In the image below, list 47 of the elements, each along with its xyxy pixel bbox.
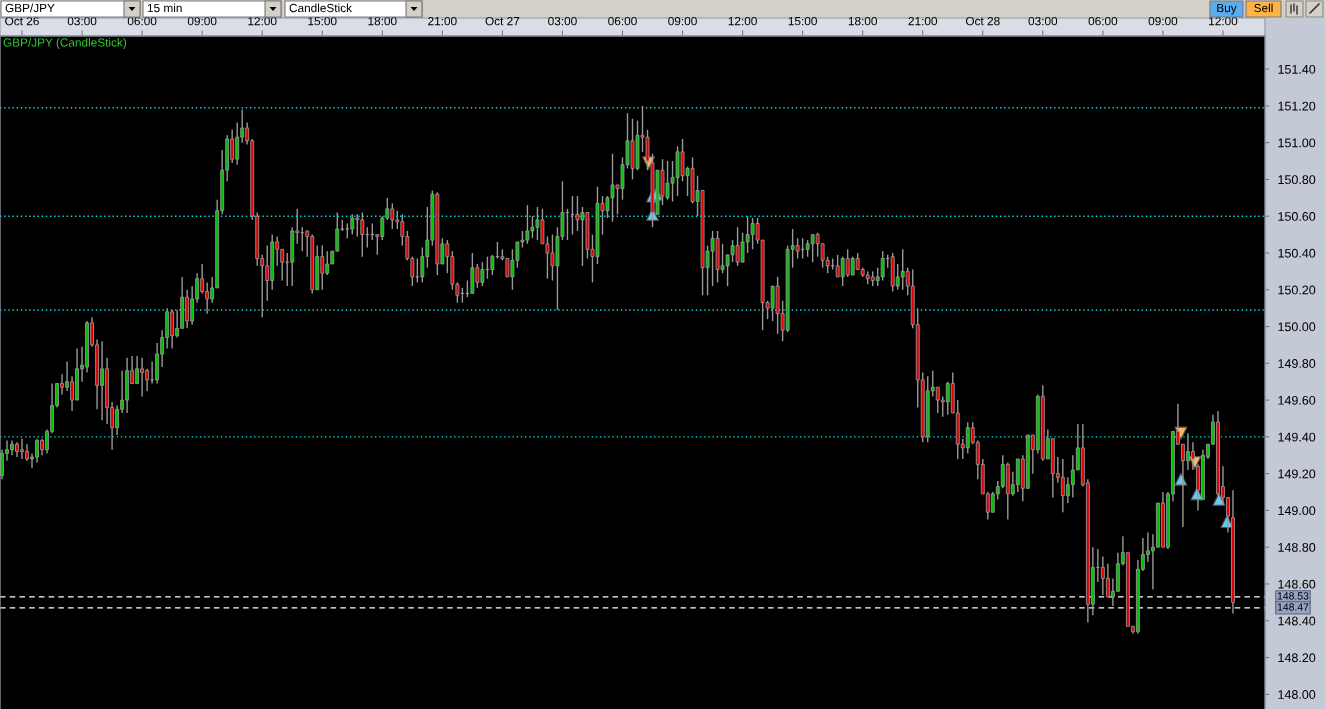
y-tick-label: 148.20	[1278, 653, 1316, 663]
ref-line-label: 148.47	[1277, 603, 1309, 611]
x-tick-label: 15:00	[308, 16, 337, 26]
x-tick-label: Oct 28	[965, 16, 1000, 26]
y-tick-label: 150.80	[1278, 175, 1316, 185]
x-tick-label: 21:00	[908, 16, 938, 26]
text: Sell	[1254, 3, 1273, 13]
y-tick-label: 150.00	[1278, 322, 1316, 332]
x-tick-label: 21:00	[428, 16, 457, 26]
y-tick-label: 148.60	[1278, 579, 1316, 589]
x-tick-label: 15:00	[788, 16, 817, 26]
x-tick-label: 03:00	[67, 16, 97, 26]
x-tick-label: 09:00	[668, 16, 697, 26]
x-tick-label: 12:00	[1209, 16, 1238, 26]
ref-line-label: 148.53	[1277, 592, 1309, 600]
y-tick-label: 151.20	[1278, 101, 1316, 111]
text: 15 min	[147, 3, 182, 13]
chart-title: GBP/JPY (CandleStick)	[3, 38, 127, 49]
y-tick-label: 149.60	[1278, 395, 1316, 405]
y-tick-label: 149.40	[1278, 432, 1316, 442]
text: GBP/JPY	[5, 3, 55, 13]
y-tick-label: 151.40	[1278, 64, 1316, 74]
x-tick-label: 09:00	[187, 16, 217, 26]
x-tick-label: Oct 27	[485, 16, 520, 26]
x-tick-label: Oct 26	[5, 16, 39, 26]
y-tick-label: 150.60	[1278, 212, 1316, 221]
y-tick-label: 149.20	[1278, 469, 1316, 479]
x-tick-label: 12:00	[728, 16, 757, 26]
y-tick-label: 151.00	[1278, 138, 1316, 148]
x-tick-label: 18:00	[848, 16, 877, 26]
x-tick-label: 09:00	[1148, 16, 1178, 26]
text: Buy	[1217, 3, 1237, 15]
y-tick-label: 150.40	[1278, 248, 1316, 258]
x-tick-label: 06:00	[127, 16, 157, 26]
text: CandleStick	[289, 3, 353, 13]
x-tick-label: 03:00	[1028, 16, 1058, 26]
x-tick-label: 06:00	[1088, 16, 1118, 26]
y-tick-label: 149.80	[1278, 359, 1316, 368]
y-tick-label: 150.20	[1278, 285, 1316, 295]
y-tick-label: 148.80	[1278, 542, 1316, 552]
y-tick-label: 148.00	[1278, 690, 1316, 699]
x-tick-label: 03:00	[548, 16, 577, 26]
y-tick-label: 148.40	[1278, 616, 1316, 626]
x-tick-label: 12:00	[248, 16, 277, 26]
x-tick-label: 06:00	[608, 16, 637, 26]
y-tick-label: 149.00	[1278, 506, 1316, 516]
x-tick-label: 18:00	[368, 16, 397, 26]
